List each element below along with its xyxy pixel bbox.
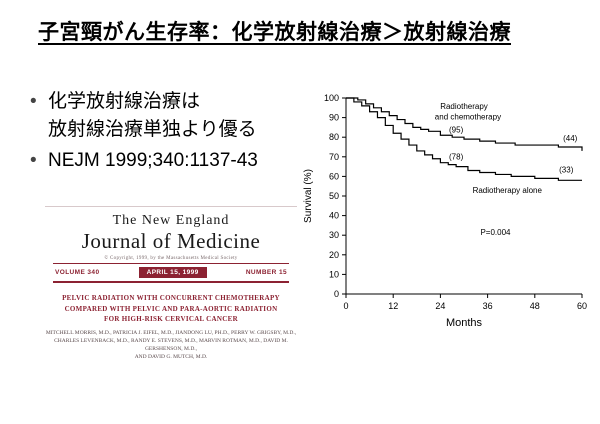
svg-text:(78): (78): [449, 153, 464, 162]
svg-text:50: 50: [329, 191, 339, 201]
svg-text:Months: Months: [446, 317, 483, 329]
svg-text:20: 20: [329, 250, 339, 260]
bullet-list: • 化学放射線治療は 放射線治療単独より優る • NEJM 1999;340:1…: [30, 88, 310, 179]
svg-text:10: 10: [329, 269, 339, 279]
citation-text: NEJM 1999;340:1137-43: [48, 150, 258, 172]
bullet-marker: •: [30, 91, 37, 112]
bullet-item-benefit: • 化学放射線治療は 放射線治療単独より優る: [30, 88, 310, 143]
svg-text:0: 0: [343, 301, 348, 311]
issue-date-box: APRIL 15, 1999: [138, 267, 207, 278]
bullet-item-citation: • NEJM 1999;340:1137-43: [30, 147, 310, 175]
authors-line-3: AND DAVID G. MUTCH, M.D.: [134, 354, 208, 361]
bullet-line-1: 化学放射線治療は: [48, 91, 201, 112]
svg-text:80: 80: [329, 132, 339, 142]
svg-text:Radiotherapy: Radiotherapy: [440, 102, 488, 111]
author-list: MITCHELL MORRIS, M.D., PATRICIA J. EIFEL…: [45, 329, 297, 362]
svg-text:(44): (44): [563, 134, 578, 143]
bullet-text: 化学放射線治療は 放射線治療単独より優る: [48, 88, 257, 143]
masthead-line1: The New England: [112, 213, 230, 228]
bullet-marker: •: [30, 150, 37, 172]
svg-text:70: 70: [329, 152, 339, 162]
svg-text:100: 100: [324, 93, 339, 103]
svg-text:60: 60: [577, 301, 587, 311]
survival-chart: 0 10 20 30 40 50 60 70 80 90 100 0 12 24 36 48 60 Radioth…: [303, 93, 587, 329]
rule-top: [53, 263, 289, 264]
volume-row: VOLUME 340 APRIL 15, 1999 NUMBER 15: [55, 267, 287, 278]
svg-text:(33): (33): [559, 165, 574, 174]
nejm-cover: The New England Journal of Medicine © Co…: [45, 206, 297, 362]
svg-text:40: 40: [329, 211, 339, 221]
rule-bottom: [53, 281, 289, 283]
survival-chart-container: 0 10 20 30 40 50 60 70 80 90 100 0 12 24 36 48 60 Radioth…: [298, 84, 590, 344]
copyright-line: © Copyright, 1999, by the Massachusetts …: [104, 256, 238, 261]
svg-text:60: 60: [329, 171, 339, 181]
svg-text:Survival (%): Survival (%): [303, 169, 314, 223]
svg-text:12: 12: [388, 301, 398, 311]
bullet-line-2: 放射線治療単独より優る: [48, 118, 257, 140]
svg-text:Radiotherapy alone: Radiotherapy alone: [473, 186, 543, 195]
svg-text:0: 0: [334, 289, 339, 299]
svg-text:24: 24: [435, 301, 445, 311]
svg-text:48: 48: [530, 301, 540, 311]
masthead-line2: Journal of Medicine: [81, 229, 261, 253]
svg-text:and chemotherapy: and chemotherapy: [435, 113, 501, 122]
slide-title: 子宮頸がん生存率：化学放射線治療＞放射線治療: [38, 21, 511, 44]
authors-line-1: MITCHELL MORRIS, M.D., PATRICIA J. EIFEL…: [45, 329, 297, 336]
svg-text:36: 36: [483, 301, 493, 311]
article-title: PELVIC RADIATION WITH CONCURRENT CHEMOTH…: [62, 294, 280, 323]
authors-line-2: CHARLES LEVENBACK, M.D., RANDY E. STEVEN…: [54, 337, 288, 352]
svg-text:90: 90: [329, 113, 339, 123]
number-label: NUMBER 15: [245, 269, 287, 276]
svg-text:P=0.004: P=0.004: [480, 228, 511, 237]
svg-text:(95): (95): [449, 125, 464, 134]
svg-text:30: 30: [329, 230, 339, 240]
volume-label: VOLUME 340: [55, 269, 100, 276]
